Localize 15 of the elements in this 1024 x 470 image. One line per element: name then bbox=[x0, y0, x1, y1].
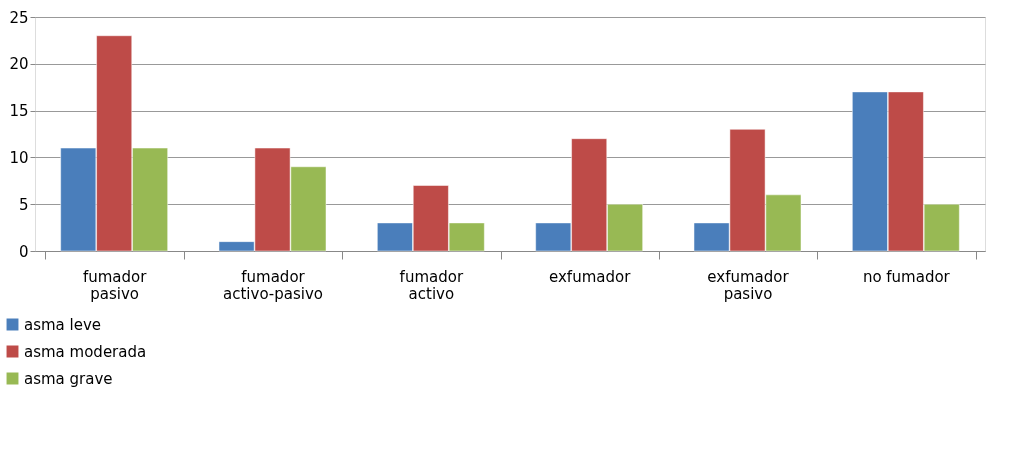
x-tick-label: exfumador bbox=[549, 267, 632, 286]
y-tick-label: 5 bbox=[18, 195, 29, 214]
y-tick-label: 10 bbox=[9, 148, 29, 167]
y-tick-label: 0 bbox=[18, 242, 29, 261]
x-tick-label: exfumador pasivo bbox=[707, 267, 790, 303]
legend-label: asma grave bbox=[24, 369, 113, 388]
x-tick-label: fumador pasivo bbox=[82, 267, 148, 303]
x-tick-label: fumador activo-pasivo bbox=[223, 267, 323, 303]
y-tick-label: 20 bbox=[9, 55, 29, 74]
x-tick-label: fumador activo bbox=[399, 267, 464, 303]
x-tick-label: no fumador bbox=[862, 267, 951, 286]
legend-label: asma leve bbox=[24, 315, 102, 334]
y-tick-label: 15 bbox=[9, 102, 29, 121]
y-tick-label: 25 bbox=[9, 8, 29, 27]
legend-label: asma moderada bbox=[24, 342, 147, 361]
